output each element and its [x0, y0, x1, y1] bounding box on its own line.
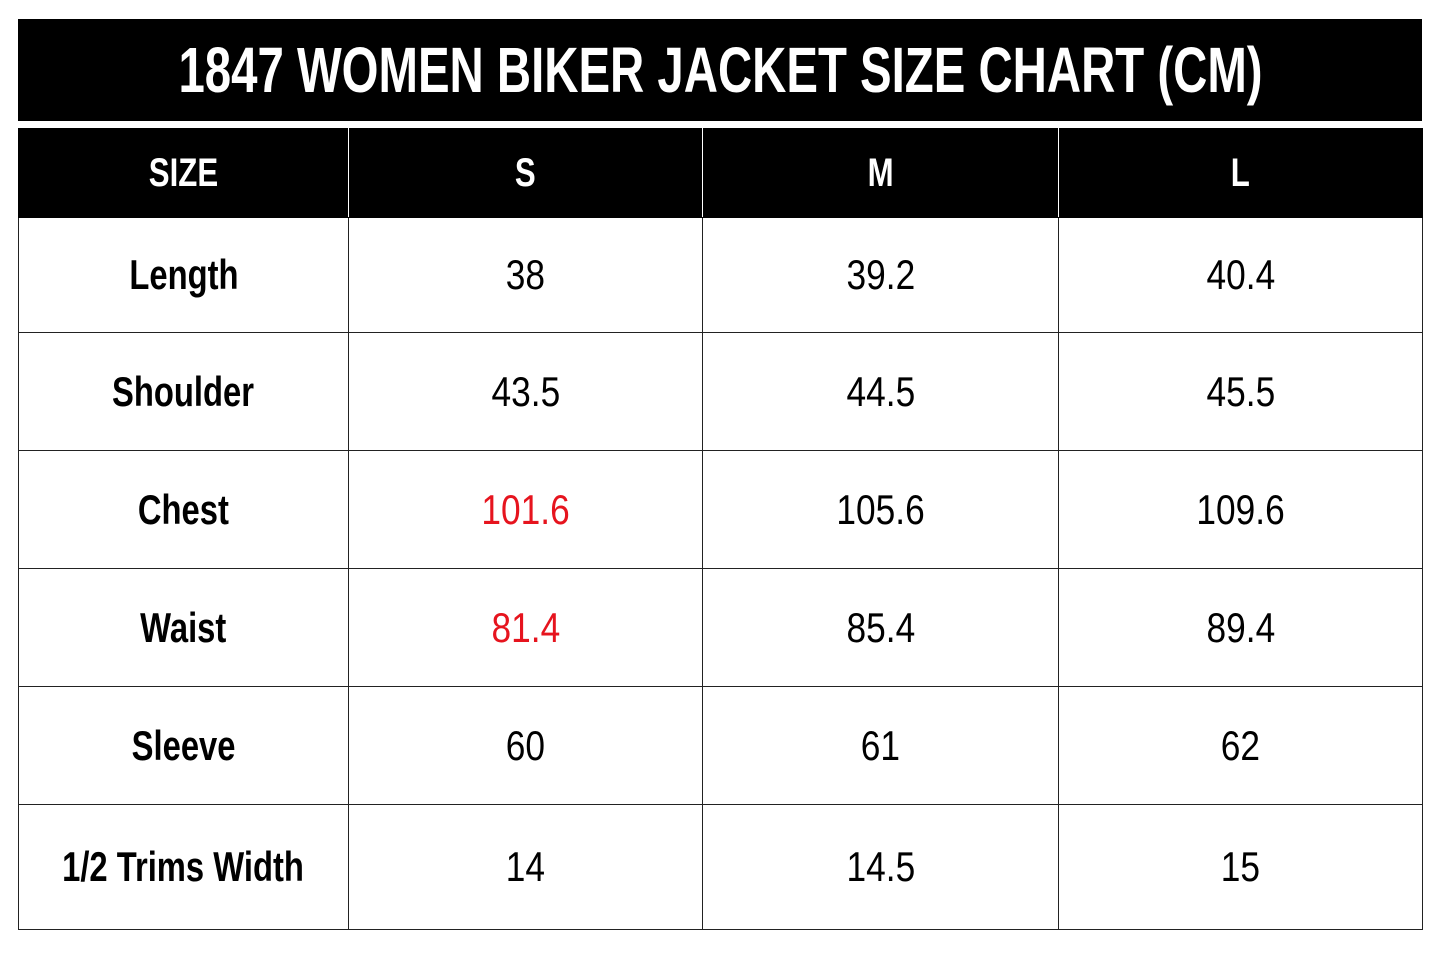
- value-cell: 81.4: [348, 568, 703, 687]
- value-cell: 61: [702, 686, 1059, 805]
- title-bar: 1847 WOMEN BIKER JACKET SIZE CHART (CM): [18, 19, 1422, 121]
- cell-value: 61: [860, 721, 901, 769]
- row-label-cell: Shoulder: [18, 332, 349, 451]
- cell-value: 40.4: [1206, 251, 1275, 298]
- header-row: SIZE S M L: [18, 128, 1423, 218]
- row-label-cell: Sleeve: [18, 686, 349, 805]
- value-cell: 14: [348, 804, 703, 930]
- row-label-cell: 1/2 Trims Width: [18, 804, 349, 930]
- row-label-cell: Length: [18, 217, 349, 333]
- row-label: Length: [128, 251, 239, 298]
- table-row: Length 38 39.2 40.4: [18, 217, 1423, 333]
- value-cell: 105.6: [702, 450, 1059, 569]
- cell-value: 105.6: [836, 485, 925, 533]
- header-cell-l: L: [1058, 128, 1423, 218]
- cell-value: 60: [505, 721, 546, 769]
- value-cell: 44.5: [702, 332, 1059, 451]
- header-label: S: [515, 150, 536, 195]
- row-label-cell: Chest: [18, 450, 349, 569]
- value-cell: 101.6: [348, 450, 703, 569]
- value-cell: 40.4: [1058, 217, 1423, 333]
- value-cell: 109.6: [1058, 450, 1423, 569]
- header-label: M: [867, 150, 894, 195]
- header-cell-s: S: [348, 128, 703, 218]
- row-label: Waist: [140, 603, 227, 651]
- row-label: Chest: [137, 485, 230, 533]
- cell-value: 109.6: [1196, 485, 1285, 533]
- row-label: Shoulder: [112, 367, 255, 415]
- value-cell: 89.4: [1058, 568, 1423, 687]
- table-row: Sleeve 60 61 62: [18, 686, 1423, 805]
- header-cell-size: SIZE: [18, 128, 349, 218]
- cell-value: 15: [1220, 843, 1261, 890]
- value-cell: 85.4: [702, 568, 1059, 687]
- header-cell-m: M: [702, 128, 1059, 218]
- row-label: 1/2 Trims Width: [62, 843, 305, 890]
- cell-value: 43.5: [491, 367, 560, 415]
- cell-value: 81.4: [491, 603, 560, 651]
- header-label: SIZE: [148, 150, 219, 195]
- cell-value: 101.6: [481, 485, 570, 533]
- table-row: Shoulder 43.5 44.5 45.5: [18, 332, 1423, 451]
- value-cell: 43.5: [348, 332, 703, 451]
- value-cell: 15: [1058, 804, 1423, 930]
- value-cell: 39.2: [702, 217, 1059, 333]
- cell-value: 62: [1220, 721, 1261, 769]
- value-cell: 60: [348, 686, 703, 805]
- value-cell: 14.5: [702, 804, 1059, 930]
- cell-value: 39.2: [846, 251, 915, 298]
- row-label-cell: Waist: [18, 568, 349, 687]
- table-row: 1/2 Trims Width 14 14.5 15: [18, 804, 1423, 930]
- cell-value: 38: [505, 251, 546, 298]
- cell-value: 44.5: [846, 367, 915, 415]
- cell-value: 45.5: [1206, 367, 1275, 415]
- row-label: Sleeve: [131, 721, 236, 769]
- header-label: L: [1230, 150, 1251, 195]
- value-cell: 38: [348, 217, 703, 333]
- value-cell: 45.5: [1058, 332, 1423, 451]
- page-title: 1847 WOMEN BIKER JACKET SIZE CHART (CM): [177, 34, 1263, 106]
- table-row: Chest 101.6 105.6 109.6: [18, 450, 1423, 569]
- value-cell: 62: [1058, 686, 1423, 805]
- cell-value: 14: [505, 843, 546, 890]
- table-row: Waist 81.4 85.4 89.4: [18, 568, 1423, 687]
- cell-value: 89.4: [1206, 603, 1275, 651]
- cell-value: 85.4: [846, 603, 915, 651]
- size-chart-table: SIZE S M L Length 38 39.2 40.4 Shoulder …: [18, 128, 1423, 930]
- cell-value: 14.5: [846, 843, 915, 890]
